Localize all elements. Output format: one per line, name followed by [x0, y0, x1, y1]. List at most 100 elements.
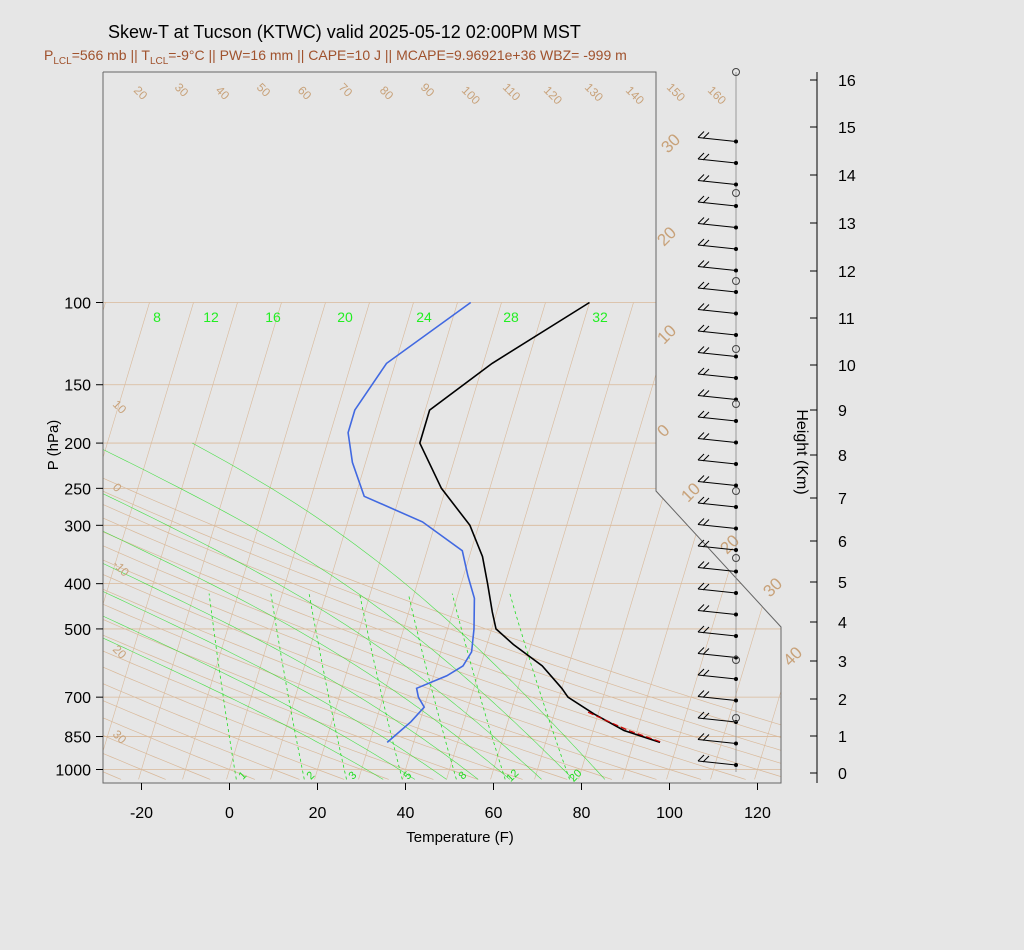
x-tick-label: 60: [485, 805, 503, 822]
isotherm-line: [799, 303, 942, 780]
wind-barb: [697, 416, 737, 422]
wind-barb-flag: [702, 218, 710, 225]
wind-barb-flag: [697, 690, 705, 697]
wind-calm-circle: [732, 554, 740, 562]
wind-barb-flag: [697, 625, 705, 633]
dry-adiabat-line: [103, 302, 657, 780]
dry-adiabat-line: [103, 302, 781, 780]
dry-adiabat-label: 110: [500, 80, 524, 104]
wind-level-dot: [734, 505, 738, 509]
wind-barb-flag: [697, 346, 705, 353]
wind-barb: [697, 696, 737, 701]
wind-barb: [697, 244, 737, 250]
dry-adiabat-label: 130: [582, 80, 606, 104]
p-lcl-value: =566 mb || T: [72, 47, 151, 63]
wind-barb-flag: [702, 691, 710, 698]
wind-barb-flag: [702, 454, 710, 462]
wind-barb: [697, 545, 737, 551]
dry-adiabat-label: 70: [336, 80, 356, 100]
temperature-line: [418, 301, 661, 744]
wind-level-dot: [734, 354, 738, 359]
wind-barb: [697, 395, 737, 400]
parcel-line: [585, 710, 661, 743]
wind-barb-flag: [697, 453, 705, 461]
y-tick-label: 500: [64, 622, 91, 639]
dry-adiabat-line: [103, 302, 523, 780]
chart-title: Skew-T at Tucson (KTWC) valid 2025-05-12…: [108, 22, 581, 42]
x-tick-label: 120: [744, 805, 771, 822]
mixing-ratio-label-top: 20: [337, 309, 353, 325]
wind-level-dot: [734, 161, 738, 165]
dry-adiabat-label: 80: [377, 83, 397, 103]
isotherm-line: [931, 303, 1024, 780]
y-tick-label: 300: [64, 518, 91, 535]
mixing-ratio-label-top: 16: [265, 309, 281, 325]
wind-calm-circle: [732, 277, 740, 285]
wind-calm-circle: [732, 487, 740, 495]
dry-adiabat-line: [103, 302, 613, 780]
wind-level-dot: [734, 569, 738, 574]
isotherm-line: [1019, 303, 1024, 780]
dry-adiabat-line: [103, 302, 746, 780]
wind-barb-flag: [702, 626, 710, 634]
x-tick-label: 0: [225, 805, 234, 822]
wind-calm-circle: [732, 68, 740, 76]
dry-adiabat-line: [103, 302, 345, 780]
moist-adiabat-line: [103, 442, 447, 780]
mixing-ratio-label-top: 8: [153, 309, 161, 325]
wind-barb: [697, 631, 737, 637]
wind-barb-flag: [697, 754, 705, 762]
height-tick-label: 0: [838, 766, 847, 783]
wind-level-dot: [734, 247, 738, 251]
y-axis: 100 150 200 250 300 400 500 700 850 1000: [55, 296, 103, 780]
dry-adiabat-label: 100: [459, 83, 483, 107]
height-tick-label: 3: [838, 654, 847, 671]
dry-adiabat-line: [103, 302, 434, 780]
wind-barb: [697, 653, 737, 658]
height-tick-label: 11: [838, 311, 855, 328]
x-tick-label: 80: [573, 805, 591, 822]
wind-barb: [697, 459, 737, 465]
wind-barb-flag: [702, 605, 710, 612]
height-tick-label: 10: [838, 358, 856, 375]
height-tick-label: 16: [838, 73, 856, 90]
wind-level-dot: [734, 526, 738, 531]
wind-barb-flag: [697, 324, 705, 332]
wind-barb-flag: [702, 261, 710, 268]
wind-barb-flag: [697, 604, 705, 611]
isotherm-line: [754, 302, 781, 780]
wind-barb-flag: [702, 239, 710, 247]
wind-level-dot: [734, 677, 738, 681]
isotherm-line: [0, 303, 62, 780]
wind-barb-flag: [702, 755, 710, 763]
mixing-ratio-label-bottom: 1: [236, 769, 249, 782]
dry-adiabat-line: [103, 302, 781, 780]
mixing-ratio-label-top: 24: [416, 309, 432, 325]
isotherm-line: [103, 302, 238, 780]
wind-level-dot: [734, 225, 738, 230]
wind-barb-flag: [702, 153, 710, 161]
isotherm-label: 30: [657, 130, 684, 157]
y-axis-label: P (hPa): [45, 420, 62, 471]
subtitle-rest: =-9°C || PW=16 mm || CAPE=10 J || MCAPE=…: [168, 47, 627, 63]
wind-calm-circle: [732, 345, 740, 353]
isotherm-line: [103, 302, 194, 780]
wind-calm-circle: [732, 400, 740, 408]
wind-barb-flag: [697, 174, 705, 181]
dry-adiabat-label: 120: [541, 83, 565, 107]
wind-barb: [697, 158, 737, 164]
wind-level-dot: [734, 591, 738, 595]
wind-barb: [697, 674, 737, 680]
series-layer: [347, 301, 661, 744]
wind-barb: [697, 717, 737, 723]
wind-barb-flag: [697, 561, 705, 568]
isotherm-label: 20: [653, 223, 680, 250]
isotherm-line: [103, 302, 106, 780]
wind-barb-flag: [702, 583, 710, 591]
x-tick-label: 20: [309, 805, 327, 822]
isotherm-line: [843, 303, 986, 780]
dry-adiabat-label: 40: [213, 83, 233, 103]
dry-adiabat-label: -10: [110, 557, 132, 579]
